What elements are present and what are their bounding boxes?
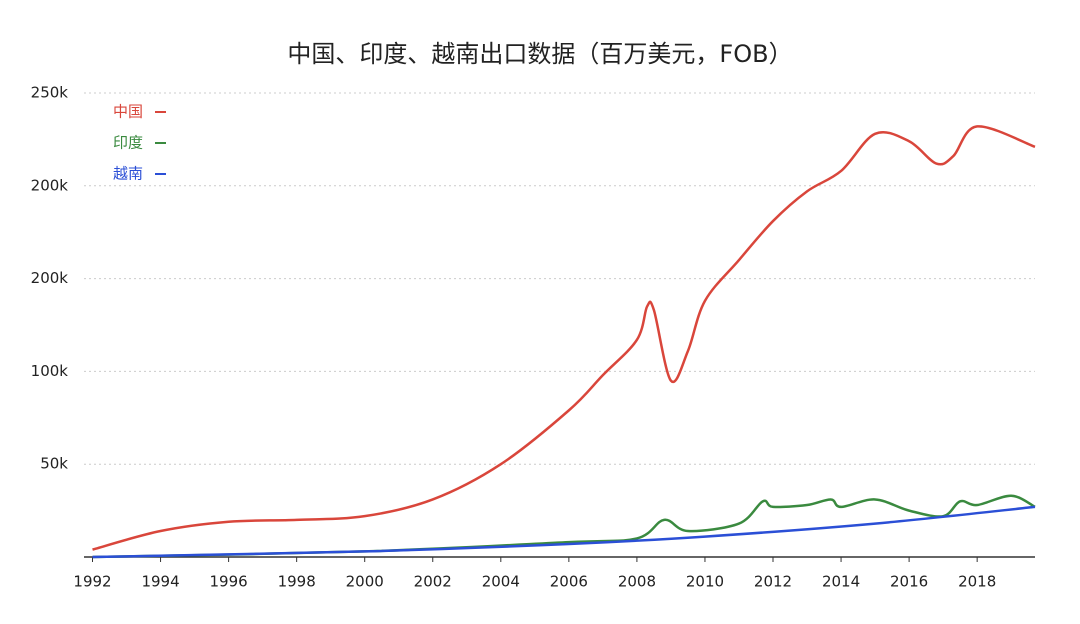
x-tick-label: 2008 [618, 573, 656, 591]
series-line [92, 125, 1036, 551]
x-tick-label: 2018 [958, 573, 996, 591]
x-tick-label: 1996 [210, 573, 248, 591]
x-tick-label: 1992 [73, 573, 111, 591]
legend-label: 越南 [113, 165, 143, 183]
legend-label: 印度 [113, 134, 143, 152]
y-tick-label: 100k [31, 362, 69, 380]
x-tick-label: 2002 [414, 573, 452, 591]
chart-title: 中国、印度、越南出口数据（百万美元，FOB） [287, 40, 792, 68]
y-tick-label: 200k [31, 269, 69, 287]
x-tick-label: 1998 [278, 573, 316, 591]
x-tick-label: 2014 [822, 573, 860, 591]
x-tick-label: 2006 [550, 573, 588, 591]
x-tick-label: 1994 [141, 573, 179, 591]
x-tick-label: 2000 [346, 573, 384, 591]
x-tick-label: 2012 [754, 573, 792, 591]
x-tick-label: 2016 [890, 573, 928, 591]
series-line [92, 505, 1036, 559]
y-tick-label: 50k [40, 455, 68, 473]
x-tick-label: 2004 [482, 573, 520, 591]
legend-label: 中国 [113, 103, 143, 121]
x-tick-label: 2010 [686, 573, 724, 591]
series-line [92, 494, 1036, 559]
y-tick-label: 200k [31, 176, 69, 194]
y-tick-label: 250k [31, 84, 69, 102]
